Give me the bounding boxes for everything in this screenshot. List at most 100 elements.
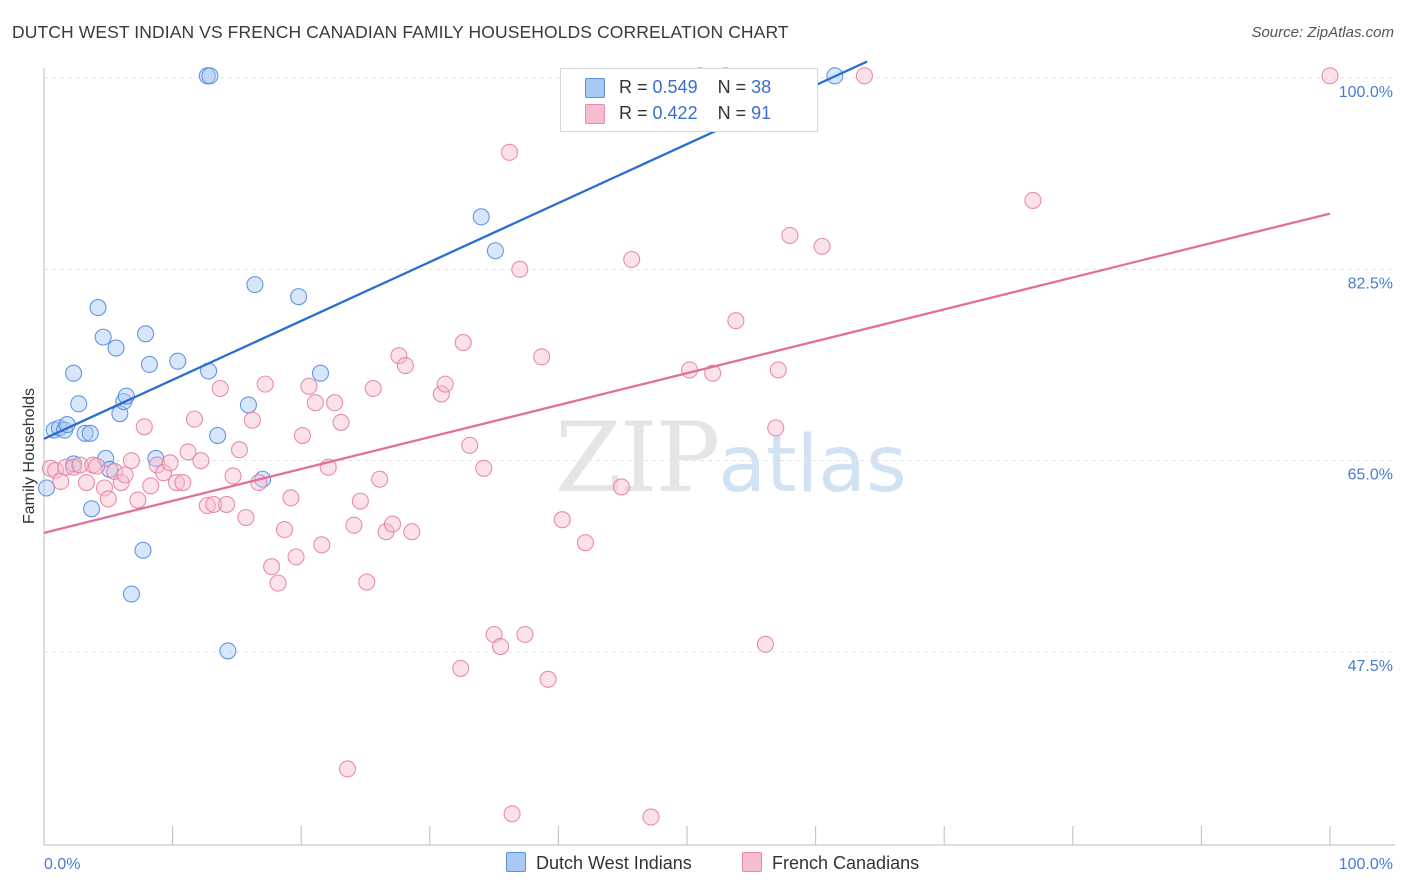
french-canadian-point (135, 418, 153, 436)
legend-swatch-pink (585, 104, 605, 124)
french-canadian-point (65, 458, 83, 476)
dutch-west-indian-point (76, 424, 94, 442)
dutch-west-indian-point (83, 500, 101, 518)
dutch-west-indian-point (122, 585, 140, 603)
x-tick-label: 0.0% (44, 856, 80, 873)
french-canadian-point (855, 67, 874, 85)
french-canadian-point (306, 394, 324, 412)
french-canadian-point (371, 470, 389, 488)
french-canadian-point (71, 456, 89, 474)
french-canadian-point (432, 385, 450, 403)
french-canadian-point (623, 250, 641, 269)
french-canadian-point (129, 491, 147, 509)
french-canadian-point (767, 419, 785, 437)
french-canadian-point (704, 364, 722, 382)
french-canadian-point (106, 463, 124, 481)
french-canadian-point (282, 489, 300, 507)
french-canadian-point (198, 496, 216, 515)
dutch-west-indian-point (290, 288, 308, 306)
french-canadian-point (1321, 67, 1339, 85)
french-canadian-point (491, 637, 510, 656)
r-label: R = (619, 103, 648, 123)
dutch-west-indian-point (201, 67, 219, 85)
french-canadian-point (813, 237, 831, 255)
dutch-west-indian-point (246, 276, 264, 294)
french-canadian-point (452, 659, 470, 677)
y-tick-label: 100.0% (1339, 84, 1393, 101)
dutch-west-indian-point (89, 299, 107, 317)
dutch-west-indian-point (239, 396, 258, 414)
french-canadian-point (263, 558, 281, 576)
axes (43, 68, 1395, 846)
data-points (38, 67, 1339, 826)
french-canadian-point (88, 457, 106, 475)
french-canadian-point (364, 379, 382, 398)
french-canadian-point (293, 426, 312, 445)
n-value: 91 (751, 103, 772, 123)
french-canadian-point (454, 334, 472, 352)
chart-title: DUTCH WEST INDIAN VS FRENCH CANADIAN FAM… (12, 22, 789, 42)
dutch-west-indian-point (65, 364, 83, 382)
french-canadian-point (116, 466, 134, 484)
french-canadian-point (77, 473, 95, 492)
french-canadian-point (243, 411, 261, 429)
dutch-west-indian-point (38, 479, 56, 497)
dutch-west-indian-point (94, 328, 112, 346)
french-canadian-point (727, 312, 745, 330)
french-canadian-point (269, 574, 287, 592)
source-label: Source: ZipAtlas.com (1251, 24, 1394, 41)
dutch-west-indian-point (137, 325, 155, 343)
french-canadian-point (122, 452, 140, 470)
french-canadian-point (192, 452, 210, 470)
legend-swatch-blue (506, 852, 526, 872)
french-canadian-point (179, 443, 197, 461)
n-label: N = (717, 77, 747, 97)
r-value: 0.422 (652, 103, 698, 123)
french-canadian-point (681, 361, 699, 379)
french-canadian-point (475, 459, 493, 477)
french-canadian-point (769, 361, 787, 379)
french-canadian-point (358, 573, 376, 591)
french-canadian-point (396, 356, 414, 375)
french-canadian-point (390, 347, 408, 365)
dutch-west-indian-point (140, 355, 159, 374)
french-canadian-point (503, 805, 521, 823)
r-label: R = (619, 77, 648, 97)
french-canadian-point (539, 670, 557, 688)
french-canadian-point (383, 515, 402, 533)
legend-label: Dutch West Indians (536, 853, 692, 873)
french-canadian-point (313, 536, 331, 554)
legend-swatch-pink (742, 852, 762, 872)
legend-swatch-blue (585, 78, 605, 98)
y-tick-label: 82.5% (1348, 275, 1393, 292)
french-canadian-point (211, 379, 229, 398)
dutch-west-indian-point (219, 642, 237, 660)
french-canadian-point (511, 260, 529, 278)
french-canadian-point (256, 375, 274, 393)
french-canadian-point (533, 348, 551, 366)
french-canadian-point (500, 143, 519, 161)
french-canadian-point (185, 410, 204, 428)
french-canadian-point (218, 495, 236, 513)
r-value: 0.549 (652, 77, 698, 97)
french-canadian-point (338, 760, 357, 778)
french-canadian-point (167, 473, 186, 492)
french-canadian-point (230, 441, 249, 459)
french-canadian-point (345, 516, 363, 534)
stats-text: R = 0.549 N = 38 (619, 77, 771, 98)
french-canadian-point (300, 377, 318, 395)
french-canadian-point (461, 436, 479, 454)
french-canadian-point (516, 625, 534, 644)
legend-label: French Canadians (772, 853, 920, 873)
french-canadian-point (174, 473, 192, 492)
french-canadian-point (781, 226, 799, 244)
n-label: N = (717, 103, 747, 123)
watermark-zip: ZIP (555, 402, 720, 514)
french-canadian-point (112, 473, 130, 492)
french-canadian-point (332, 413, 350, 431)
dutch-west-indian-point (81, 424, 99, 442)
dutch-west-indian-point (169, 352, 187, 370)
french-canadian-point (95, 479, 113, 497)
legend-item-french-canadians: French Canadians (742, 852, 919, 874)
